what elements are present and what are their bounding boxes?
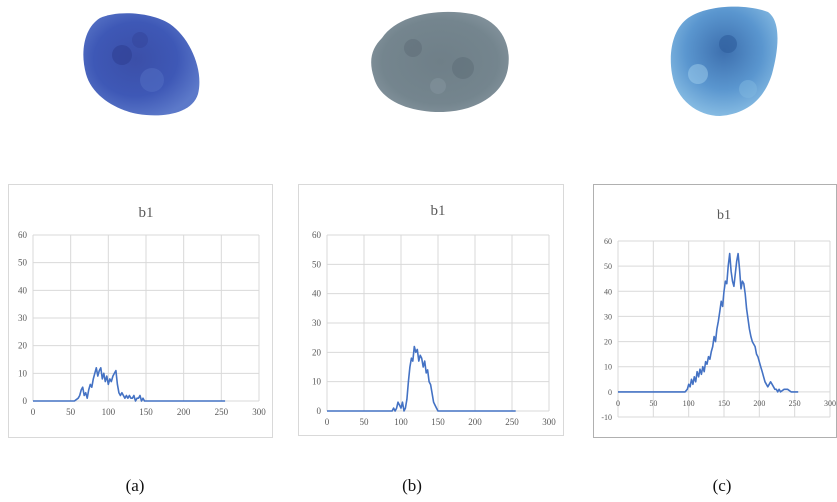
y-tick-label: 10 bbox=[312, 377, 322, 387]
histogram-chart-a: b1 0 50 100 150 200 250 300 0 10 20 30 40 50 60 bbox=[18, 205, 266, 417]
y-tick-label: 0 bbox=[23, 396, 28, 406]
chart-title: b1 bbox=[139, 205, 154, 221]
x-tick-label: 300 bbox=[542, 417, 556, 427]
y-tick-label: 40 bbox=[18, 285, 28, 295]
y-tick-label: 20 bbox=[604, 338, 612, 347]
y-tick-label: 60 bbox=[18, 230, 28, 240]
x-tick-label: 300 bbox=[824, 399, 836, 408]
y-tick-label: 10 bbox=[604, 363, 612, 372]
y-tick-label: 30 bbox=[312, 318, 322, 328]
x-tick-label: 50 bbox=[360, 417, 370, 427]
y-tick-label: 30 bbox=[18, 313, 28, 323]
series-line bbox=[327, 345, 516, 412]
x-tick-label: 250 bbox=[505, 417, 519, 427]
chart-panel-a: b1 0 50 100 150 200 250 300 0 10 20 30 40 50 60 bbox=[8, 184, 273, 438]
series-line bbox=[33, 367, 226, 402]
chart-title: b1 bbox=[431, 203, 446, 219]
y-tick-label: 0 bbox=[317, 406, 322, 416]
x-tick-label: 0 bbox=[325, 417, 330, 427]
y-tick-label: 50 bbox=[604, 262, 612, 271]
y-tick-label: 20 bbox=[18, 341, 28, 351]
y-tick-label: 50 bbox=[312, 259, 322, 269]
x-tick-label: 100 bbox=[394, 417, 408, 427]
x-tick-label: 250 bbox=[789, 399, 801, 408]
y-tick-label: 0 bbox=[608, 388, 612, 397]
cell-image-a bbox=[83, 13, 200, 116]
x-tick-label: 250 bbox=[215, 407, 229, 417]
y-tick-label: 40 bbox=[604, 287, 612, 296]
x-tick-label: 200 bbox=[753, 399, 765, 408]
x-tick-label: 50 bbox=[649, 399, 657, 408]
y-tick-label: -10 bbox=[601, 413, 612, 422]
y-tick-label: 10 bbox=[18, 368, 28, 378]
y-tick-label: 20 bbox=[312, 347, 322, 357]
x-tick-label: 150 bbox=[139, 407, 153, 417]
x-tick-label: 100 bbox=[102, 407, 116, 417]
caption-b: (b) bbox=[402, 476, 422, 495]
cell-image-c bbox=[670, 6, 778, 116]
x-tick-label: 150 bbox=[431, 417, 445, 427]
x-tick-label: 200 bbox=[177, 407, 191, 417]
chart-panel-b: b1 0 50 100 150 200 250 300 0 10 20 30 40 50 60 bbox=[298, 184, 564, 436]
caption-c: (c) bbox=[712, 476, 732, 495]
x-tick-label: 300 bbox=[252, 407, 266, 417]
x-tick-label: 0 bbox=[31, 407, 36, 417]
histogram-chart-b: b1 0 50 100 150 200 250 300 0 10 20 30 40 50 60 bbox=[312, 203, 556, 427]
series-line bbox=[618, 252, 799, 393]
y-tick-label: 60 bbox=[312, 230, 322, 240]
histogram-chart-c: b1 0 50 100 150 200 250 300 -10 0 10 20 30 40 50 60 bbox=[601, 208, 836, 422]
chart-panel-c: b1 0 50 100 150 200 250 300 -10 0 10 20 30 40 50 60 bbox=[593, 184, 837, 438]
y-tick-label: 30 bbox=[604, 312, 612, 321]
cell-image-b bbox=[371, 11, 509, 112]
y-tick-label: 60 bbox=[604, 237, 612, 246]
x-tick-label: 100 bbox=[683, 399, 695, 408]
y-tick-label: 40 bbox=[312, 289, 322, 299]
chart-title: b1 bbox=[717, 208, 731, 223]
caption-a: (a) bbox=[125, 476, 145, 495]
y-tick-label: 50 bbox=[18, 258, 28, 268]
x-tick-label: 200 bbox=[468, 417, 482, 427]
x-tick-label: 150 bbox=[718, 399, 730, 408]
x-tick-label: 0 bbox=[616, 399, 620, 408]
x-tick-label: 50 bbox=[66, 407, 76, 417]
